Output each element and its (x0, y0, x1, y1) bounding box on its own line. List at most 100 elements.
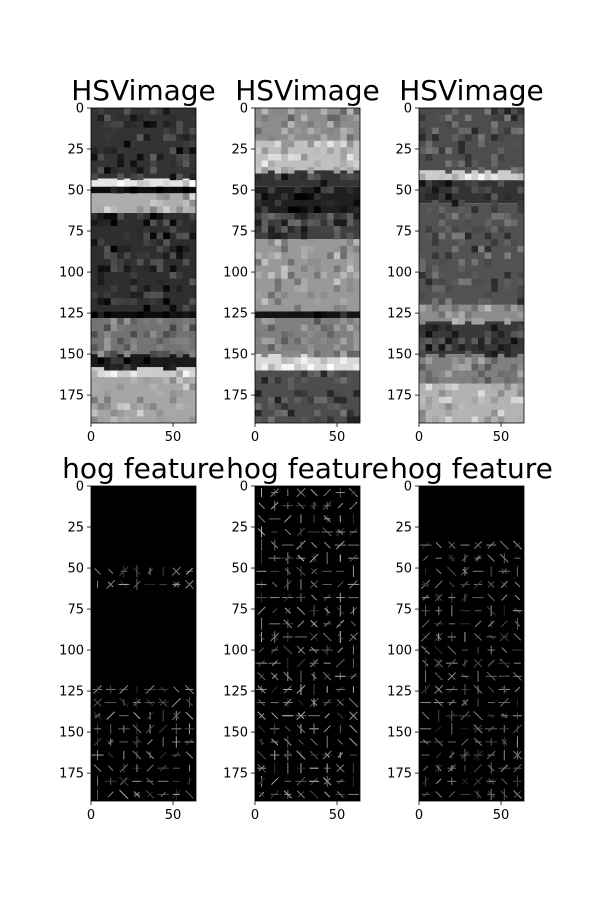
image-pixel (432, 285, 439, 292)
image-pixel (176, 121, 183, 128)
image-pixel (320, 337, 328, 345)
image-pixel (346, 409, 354, 417)
image-pixel (438, 403, 446, 410)
image-pixel (438, 193, 446, 200)
image-pixel (136, 213, 144, 220)
image-pixel (504, 272, 511, 279)
image-pixel (300, 357, 308, 364)
image-pixel (169, 363, 177, 371)
image-pixel (287, 114, 295, 122)
panel-3: 0 25 50 75 100 125 150 175 0 50 HSVimage (387, 74, 544, 445)
hog-gradient-mark (258, 699, 266, 707)
image-pixel (287, 409, 295, 417)
image-pixel (150, 383, 157, 391)
image-pixel (333, 324, 341, 332)
image-pixel (117, 147, 124, 154)
image-pixel (346, 108, 354, 115)
panel-5: 0 25 50 75 100 125 150 175 0 50 hog feature (223, 452, 389, 823)
hog-gradient-mark (435, 542, 442, 549)
image-pixel (346, 278, 354, 286)
hog-gradient-mark (93, 737, 102, 747)
image-pixel (123, 403, 131, 410)
image-pixel (182, 160, 190, 168)
image-pixel (287, 350, 295, 358)
hog-gradient-mark (434, 580, 443, 589)
image-pixel (294, 350, 301, 358)
hog-gradient-mark (257, 725, 266, 733)
image-pixel (451, 318, 459, 325)
image-pixel (97, 265, 105, 273)
image-pixel (294, 383, 301, 391)
image-pixel (314, 127, 321, 135)
y-tick-label: 175 (59, 767, 84, 782)
image-pixel (287, 258, 295, 266)
image-pixel (504, 370, 511, 378)
image-pixel (458, 311, 465, 318)
image-pixel (346, 285, 354, 292)
image-pixel (517, 291, 524, 299)
image-pixel (438, 390, 446, 397)
image-pixel (510, 304, 518, 312)
image-pixel (91, 396, 98, 404)
image-pixel (471, 304, 479, 312)
image-pixel (104, 291, 111, 299)
image-pixel (182, 403, 190, 410)
image-pixel (268, 226, 275, 233)
image-pixel (458, 127, 465, 135)
image-pixel (130, 403, 137, 410)
image-pixel (182, 245, 190, 253)
image-pixel (274, 213, 282, 220)
image-pixel (189, 377, 196, 384)
image-pixel (130, 318, 137, 325)
image-pixel (182, 206, 190, 213)
image-pixel (333, 121, 341, 128)
hog-gradient-mark (349, 711, 358, 721)
image-pixel (268, 324, 275, 332)
image-pixel (176, 403, 183, 410)
image-pixel (255, 219, 262, 227)
hog-gradient-mark (185, 790, 194, 799)
image-pixel (182, 324, 190, 332)
image-pixel (261, 108, 269, 115)
image-pixel (189, 199, 196, 207)
image-pixel (110, 298, 118, 305)
image-pixel (136, 403, 144, 410)
image-pixel (314, 134, 321, 141)
image-pixel (438, 206, 446, 213)
image-pixel (150, 108, 157, 115)
image-pixel (419, 363, 426, 371)
image-pixel (353, 226, 360, 233)
image-pixel (104, 331, 111, 338)
image-pixel (438, 324, 446, 332)
image-pixel (471, 127, 479, 135)
image-pixel (491, 396, 498, 404)
image-pixel (419, 324, 426, 332)
image-pixel (438, 350, 446, 358)
hog-gradient-mark (297, 647, 304, 654)
hog-gradient-mark (337, 528, 344, 535)
image-pixel (425, 324, 433, 332)
image-pixel (176, 219, 183, 227)
image-pixel (91, 173, 98, 181)
image-pixel (353, 337, 360, 345)
image-pixel (484, 416, 492, 423)
image-pixel (281, 291, 288, 299)
image-pixel (300, 285, 308, 292)
image-pixel (294, 337, 301, 345)
image-pixel (327, 219, 334, 227)
image-pixel (123, 232, 131, 240)
image-pixel (287, 226, 295, 233)
hog-gradient-mark (258, 659, 266, 667)
image-pixel (130, 173, 137, 181)
image-pixel (169, 265, 177, 273)
image-pixel (287, 272, 295, 279)
image-pixel (307, 239, 315, 246)
image-pixel (274, 245, 282, 253)
image-pixel (169, 311, 177, 318)
image-pixel (182, 232, 190, 240)
image-pixel (287, 134, 295, 141)
image-pixel (484, 193, 492, 200)
image-pixel (445, 403, 452, 410)
image-pixel (176, 160, 183, 168)
image-pixel (261, 206, 269, 213)
